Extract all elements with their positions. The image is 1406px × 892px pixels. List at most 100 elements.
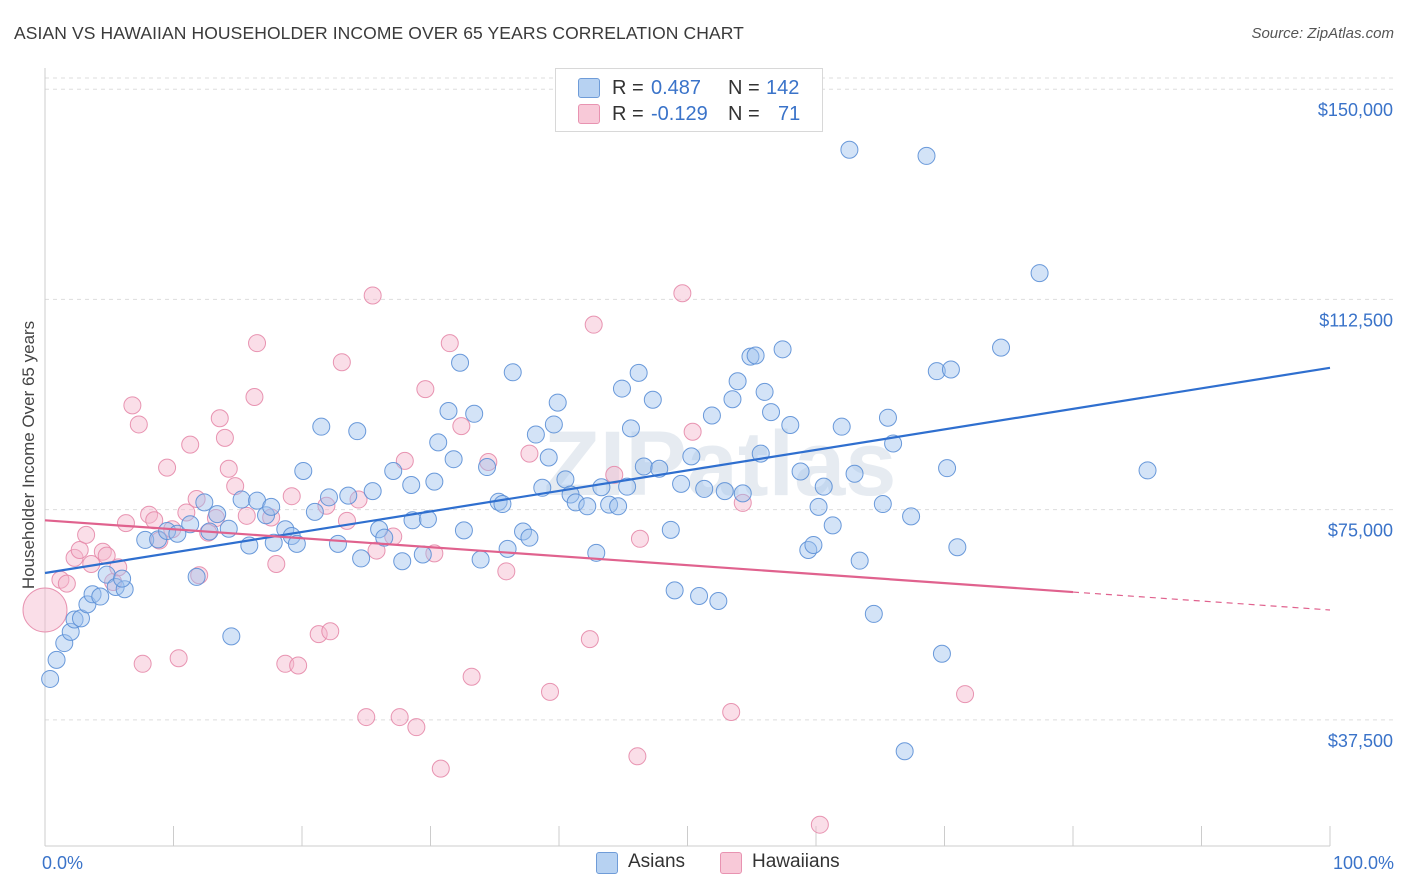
asian-point: [629, 363, 648, 382]
asian-point: [370, 520, 389, 539]
asian-point: [634, 457, 653, 476]
hawaiian-point: [215, 428, 234, 447]
asian-point: [927, 362, 946, 381]
y-tick-label: $112,500: [1319, 310, 1393, 330]
asian-point: [682, 447, 701, 466]
asian-point: [294, 461, 313, 480]
asian-point: [319, 488, 338, 507]
asian-swatch: [578, 78, 600, 98]
legend-n-value: 142: [766, 77, 800, 99]
asian-point: [262, 497, 281, 516]
asian-point: [661, 520, 680, 539]
legend-r-value: -0.129: [651, 103, 708, 125]
correlation-legend: R = 0.487 N = 142 R = -0.129 N = 71: [555, 68, 823, 132]
hawaiian-point: [57, 574, 76, 593]
hawaiian-swatch: [578, 104, 600, 124]
asian-point: [755, 382, 774, 401]
hawaiian-point: [150, 531, 169, 550]
asian-point: [690, 586, 709, 605]
asian-point: [257, 506, 276, 525]
asian-point: [592, 478, 611, 497]
asian-point: [832, 417, 851, 436]
asian-point: [878, 408, 897, 427]
asian-point: [91, 587, 110, 606]
asian-point: [650, 459, 669, 478]
y-tick-label: $75,000: [1328, 521, 1393, 541]
asian-point: [208, 505, 227, 524]
asian-point: [791, 462, 810, 481]
asian-point: [814, 477, 833, 496]
hawaiian-point: [237, 506, 256, 525]
hawaiian-point: [628, 747, 647, 766]
asian-point: [917, 146, 936, 165]
hawaiian-point: [140, 505, 159, 524]
hawaiian-point: [309, 625, 328, 644]
hawaiian-point: [395, 451, 414, 470]
hawaiian-point: [109, 558, 128, 577]
hawaiian-point: [116, 514, 135, 533]
hawaiian-point: [673, 284, 692, 303]
hawaiian-point: [407, 718, 426, 737]
x-tick-label-max: 100.0%: [1333, 853, 1394, 873]
asian-point: [665, 581, 684, 600]
asian-point: [932, 644, 951, 663]
asian-point: [454, 521, 473, 540]
legend-r-value: 0.487: [651, 77, 702, 99]
y-axis-label: Householder Income Over 65 years: [19, 321, 38, 589]
asian-point: [339, 486, 358, 505]
hawaiian-point: [129, 415, 148, 434]
asian-point: [451, 353, 470, 372]
hawaiian-point: [363, 286, 382, 305]
asian-point: [1030, 264, 1049, 283]
asian-point: [556, 470, 575, 489]
asian-point: [47, 650, 66, 669]
asian-point: [781, 416, 800, 435]
legend-r-label: R =: [612, 77, 644, 99]
hawaiian-point: [210, 409, 229, 428]
hawaiian-trend-extension: [1072, 591, 1331, 611]
source-label: Source: ZipAtlas.com: [1251, 25, 1394, 42]
asian-point: [181, 515, 200, 534]
asian-point: [187, 567, 206, 586]
legend-n-label: N =: [728, 103, 760, 125]
asian-point: [348, 422, 367, 441]
bottom-legend-asians-label: Asians: [628, 851, 686, 872]
asian-point: [895, 742, 914, 761]
hawaiian-point: [440, 334, 459, 353]
asian-point: [264, 533, 283, 552]
hawaiian-point: [133, 654, 152, 673]
asian-point: [328, 534, 347, 553]
asian-point: [864, 604, 883, 623]
x-tick-label-min: 0.0%: [42, 853, 83, 873]
asian-point: [55, 634, 74, 653]
asian-point: [746, 346, 765, 365]
asian-point: [840, 140, 859, 159]
axis-labels: $37,500 $75,000 $112,500 $150,000 0.0% 100.0%…: [19, 100, 1394, 873]
asian-point: [444, 450, 463, 469]
hawaiian-point: [321, 622, 340, 641]
hawaiian-point: [349, 490, 368, 509]
hawaiian-point: [733, 493, 752, 512]
hawaiian-point: [462, 667, 481, 686]
asian-point: [115, 580, 134, 599]
asian-point: [65, 610, 84, 629]
asian-point: [478, 458, 497, 477]
asian-point: [526, 425, 545, 444]
hawaiian-point: [177, 503, 196, 522]
asian-point: [702, 406, 721, 425]
asian-point: [992, 338, 1011, 357]
asian-points: [41, 140, 1157, 761]
asian-point: [498, 539, 517, 558]
axes: [44, 68, 1331, 847]
asian-trend-line: [44, 366, 1331, 575]
hawaiian-point: [332, 353, 351, 372]
asian-point: [799, 541, 818, 560]
hawaiian-point: [77, 525, 96, 544]
hawaiian-point: [190, 566, 209, 585]
hawaiian-point: [22, 587, 68, 633]
hawaiian-point: [722, 703, 741, 722]
asian-point: [941, 360, 960, 379]
legend-n-label: N =: [728, 77, 760, 99]
hawaiian-point: [282, 487, 301, 506]
hawaiian-point: [541, 682, 560, 701]
